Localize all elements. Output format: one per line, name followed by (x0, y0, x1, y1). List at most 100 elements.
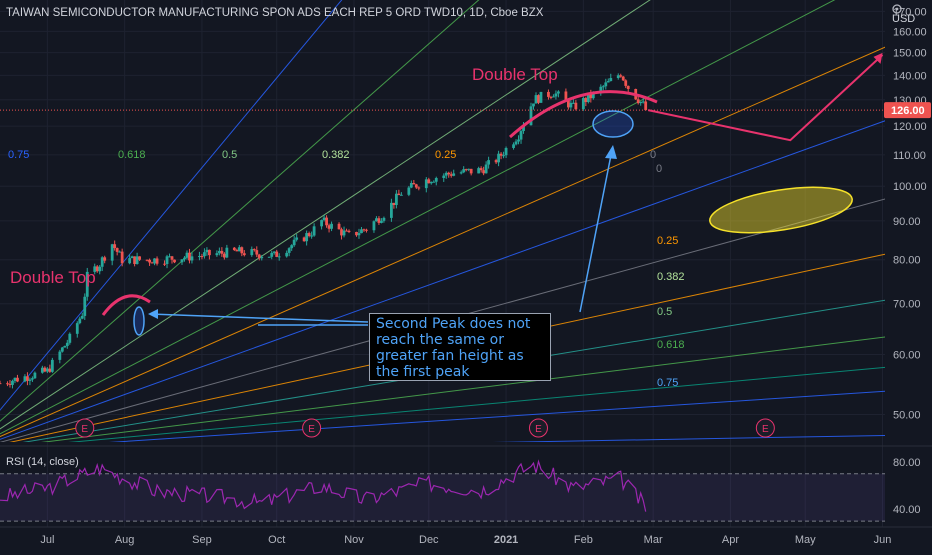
time-tick-label: Oct (268, 534, 285, 546)
candle-body (128, 258, 132, 264)
candle-body (85, 271, 89, 297)
candle-body (330, 223, 333, 229)
price-tick-label: 120.00 (893, 121, 927, 133)
candle-body (205, 249, 209, 253)
candle-body (180, 259, 184, 263)
candle-body (8, 383, 12, 385)
double-top-right-label: Double Top (472, 65, 558, 84)
settings-gear-icon-center (895, 7, 899, 11)
peak-ellipse-left (133, 306, 145, 336)
candle-body (165, 256, 169, 265)
candle-body (636, 99, 640, 104)
time-tick-label: Mar (644, 534, 663, 546)
candle-body (63, 345, 67, 348)
candle-body (502, 155, 505, 157)
candle-body (624, 80, 628, 86)
time-tick-label: Jul (40, 534, 54, 546)
candle-body (0, 383, 2, 385)
candle-body (497, 153, 500, 163)
candle-body (208, 249, 211, 256)
candle-body (58, 351, 62, 360)
candle-body (347, 230, 351, 232)
candle-body (23, 376, 27, 382)
candle-body (270, 252, 274, 257)
candle-body (322, 217, 326, 221)
candle-body (93, 266, 97, 272)
candle-body (327, 225, 331, 229)
candle-body (479, 168, 483, 171)
candle-body (6, 383, 9, 385)
rsi-label: RSI (14, close) (6, 456, 79, 468)
fan-label-upper: 0.382 (322, 149, 350, 161)
candle-body (98, 266, 102, 272)
rsi-tick-label: 80.00 (893, 457, 921, 469)
candle-body (412, 183, 416, 185)
fan-line (0, 0, 651, 430)
candle-body (362, 229, 366, 231)
candle-body (138, 256, 142, 260)
candle-body (462, 169, 466, 173)
candle-body (150, 262, 154, 264)
candle-body (255, 250, 259, 255)
currency-label: USD (892, 13, 915, 25)
candle-body (382, 217, 386, 221)
earnings-marker (755, 418, 775, 438)
candle-body (519, 131, 523, 140)
rsi-band (0, 473, 885, 522)
candle-body (337, 223, 341, 230)
candle-body (539, 91, 543, 103)
candle-body (586, 93, 590, 103)
candle-body (290, 245, 294, 249)
candle-body (232, 247, 236, 251)
candle-body (482, 170, 486, 174)
candle-body (135, 256, 139, 264)
candle-body (320, 220, 323, 227)
candle-body (360, 229, 363, 234)
candle-body (325, 217, 328, 226)
candle-body (342, 230, 346, 236)
candle-body (345, 230, 348, 232)
candle-body (569, 102, 573, 108)
candle-body (372, 221, 376, 231)
candle-body (257, 254, 261, 259)
candle-body (375, 218, 378, 222)
candle-body (601, 86, 605, 88)
time-tick-label: Nov (344, 534, 364, 546)
candle-body (534, 95, 538, 104)
candle-body (13, 377, 17, 381)
candle-body (377, 218, 381, 223)
double-top-left-label: Double Top (10, 268, 96, 287)
candle-body (188, 252, 191, 261)
time-tick-label: Jun (874, 534, 892, 546)
candle-body (100, 257, 104, 267)
candle-body (394, 193, 398, 206)
candle-body (537, 95, 540, 103)
candle-body (40, 367, 44, 373)
candle-body (65, 342, 69, 346)
candle-body (529, 106, 533, 126)
candle-body (414, 184, 418, 188)
candle-body (467, 168, 471, 170)
candle-body (499, 153, 503, 156)
candle-body (217, 250, 221, 254)
fan-line (492, 434, 885, 442)
earnings-marker (528, 418, 548, 438)
candle-body (644, 101, 648, 111)
candle-body (452, 173, 456, 176)
fan-label-upper: 0.25 (435, 149, 456, 161)
note-arrowhead-up (605, 145, 617, 159)
price-tick-label: 90.00 (893, 216, 921, 228)
price-tick-label: 100.00 (893, 181, 927, 193)
price-tick-label: 60.00 (893, 349, 921, 361)
candle-body (442, 175, 446, 179)
candle-body (183, 257, 186, 260)
candle-body (566, 100, 570, 108)
candle-body (417, 187, 421, 189)
candle-body (469, 168, 473, 174)
fan-line (68, 366, 885, 442)
projection-path (647, 54, 884, 142)
candle-body (427, 179, 431, 184)
candle-body (604, 82, 608, 87)
